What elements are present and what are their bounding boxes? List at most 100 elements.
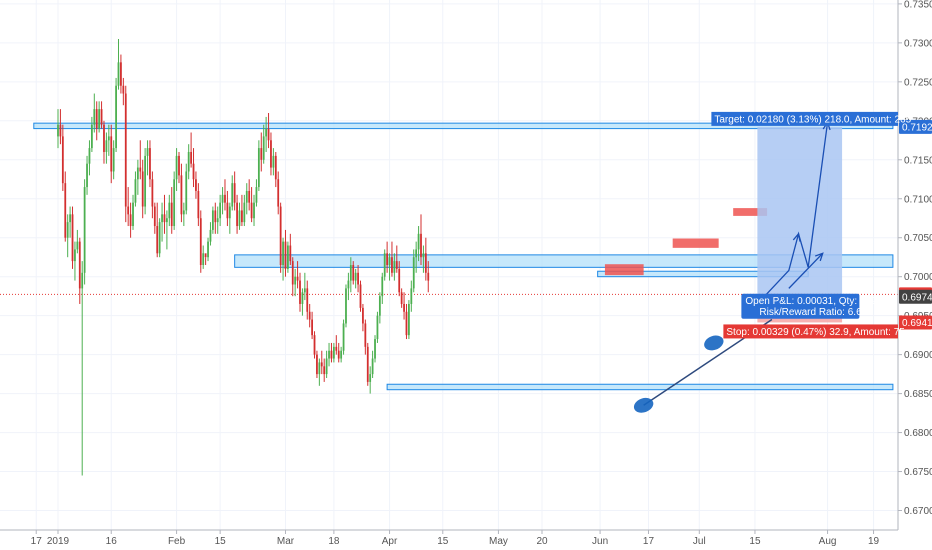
candle-body [168, 202, 171, 219]
candle-body [291, 261, 294, 285]
candle-body [115, 85, 117, 149]
time-tick-label: 20 [536, 536, 548, 547]
candle-body [207, 241, 209, 258]
candle-body [124, 93, 127, 207]
candle-body [120, 62, 122, 86]
candle-body [209, 229, 212, 242]
time-tick-label: 17 [643, 536, 655, 547]
candle-body [352, 265, 355, 281]
candle-body [308, 311, 311, 320]
candle-body [151, 179, 154, 207]
candle-body [279, 206, 282, 265]
candle-body [257, 148, 260, 188]
candle-body [175, 155, 178, 180]
candle-body [233, 183, 236, 203]
candle-body [190, 151, 192, 164]
time-axis[interactable]: 17 2019 16 Feb 15 Mar 18 Apr 15 May 20 Jun 17 Jul 15 Au… [0, 529, 898, 547]
candle-body [98, 109, 101, 129]
candle-body [158, 222, 161, 254]
time-tick-label: 16 [106, 536, 118, 547]
candle-body [81, 272, 84, 289]
candle-body [202, 253, 205, 265]
candle-body [313, 335, 316, 355]
candle-body [221, 194, 224, 203]
risk-reward-label: Risk/Reward Ratio: 6.63 [759, 307, 867, 318]
supply-zone [604, 264, 644, 276]
candle-body [187, 151, 190, 172]
candle-body [64, 183, 67, 238]
candle-body [284, 241, 287, 269]
candle-body [156, 226, 159, 254]
candle-body [86, 163, 88, 188]
time-tick-label: Feb [168, 536, 186, 547]
candle-body [364, 323, 367, 347]
time-tick-label: 15 [215, 536, 227, 547]
candle-body [349, 265, 352, 281]
candle-body [192, 163, 195, 180]
candle-body [420, 233, 422, 258]
candle-body [61, 136, 64, 184]
stop-label-box [723, 324, 898, 339]
candle-body [303, 288, 306, 293]
candle-body [287, 245, 289, 269]
candle-body [129, 214, 132, 227]
candle-body [395, 261, 398, 269]
candle-body [216, 218, 219, 223]
candle-body [362, 307, 364, 324]
candle-body [272, 155, 275, 168]
candle-body [299, 280, 301, 304]
candle-body [318, 362, 321, 375]
candle-body [357, 272, 359, 285]
candle-body [311, 319, 313, 336]
candle-body [265, 128, 268, 137]
candle-body [366, 346, 369, 382]
candle-body [95, 109, 98, 129]
projection-alt-line [788, 252, 824, 289]
time-tick-label: Jun [592, 536, 608, 547]
horizontal-zone [386, 383, 894, 391]
candle-body [66, 222, 69, 238]
candle-body [294, 276, 297, 285]
projection-arrow [814, 252, 824, 262]
candle-body [243, 202, 246, 223]
candle-body [274, 155, 277, 180]
candle-body [347, 280, 350, 289]
candle-body [153, 206, 156, 227]
candle-body [105, 140, 108, 152]
candle-body [88, 148, 91, 164]
candle-body [408, 303, 410, 336]
candle-body [185, 171, 188, 211]
candle-body [93, 109, 96, 125]
candle-body [100, 109, 103, 125]
candle-body [195, 179, 197, 191]
candle-body [383, 253, 386, 277]
candle-body [141, 171, 144, 207]
candle-body [224, 194, 226, 203]
candle-body [337, 350, 340, 359]
pnl-label: Open P&L: 0.00031, Qty: 75987 [745, 296, 888, 307]
candle-body [289, 245, 292, 262]
candle-body [410, 288, 413, 304]
candle-body [132, 202, 134, 227]
candle-body [378, 296, 381, 316]
candle-body [316, 354, 318, 375]
candle-body [136, 167, 139, 180]
time-tick-label: 2019 [47, 536, 70, 547]
supply-zone [733, 208, 768, 216]
candle-body [103, 124, 105, 152]
touch-point-marker [633, 397, 654, 413]
long-position-tool[interactable] [0, 126, 898, 323]
candle-body [332, 346, 335, 359]
price-axis[interactable]: 0.735000.730000.725000.720000.715000.710… [897, 0, 932, 530]
price-tag-label: 0.69413 [902, 318, 932, 329]
candle-body [228, 206, 231, 219]
candle-body [127, 206, 130, 215]
candle-body [219, 202, 222, 219]
